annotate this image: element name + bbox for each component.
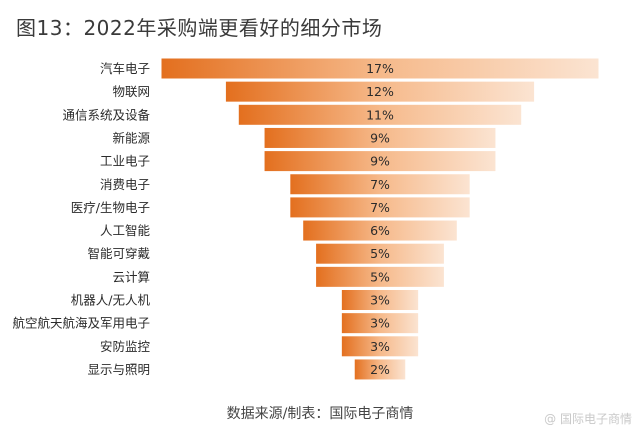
value-label: 3% [370, 293, 390, 308]
funnel-bar [302, 219, 458, 242]
category-label: 云计算 [112, 269, 150, 284]
funnel-bar [224, 80, 536, 103]
category-label: 消费电子 [100, 177, 150, 192]
value-label: 17% [366, 61, 394, 76]
funnel-bar [289, 196, 471, 219]
source-note: 数据来源/制表：国际电子商情 [226, 406, 414, 422]
funnel-bar [315, 242, 445, 265]
value-label: 5% [370, 246, 390, 261]
category-label: 显示与照明 [87, 362, 150, 377]
value-label: 11% [366, 107, 394, 122]
value-label: 6% [370, 223, 390, 238]
page-title: 图13：2022年采购端更看好的细分市场 [16, 16, 383, 40]
category-label: 新能源 [112, 130, 150, 145]
value-label: 9% [370, 130, 390, 145]
funnel-bar [340, 335, 420, 358]
category-label: 航空航天航海及军用电子 [12, 316, 150, 331]
funnel-bar [237, 103, 523, 126]
value-label: 3% [370, 316, 390, 331]
value-label: 7% [370, 200, 390, 215]
funnel-bar [340, 289, 420, 311]
watermark: @ 国际电子商情 [544, 412, 632, 426]
funnel-bar [263, 150, 497, 173]
funnel-bar [340, 312, 420, 335]
funnel-bar [160, 57, 600, 80]
category-label: 安防监控 [100, 339, 151, 354]
category-label: 智能可穿戴 [87, 246, 150, 261]
value-labels: 17% 12% 11% 9% 9% 7% 7% 6% 5% 5% 3% 3% 3% 2% [366, 61, 394, 377]
value-label: 3% [370, 339, 390, 354]
value-label: 2% [370, 362, 390, 377]
value-label: 7% [370, 177, 390, 192]
bar-group [160, 57, 600, 381]
category-label: 物联网 [112, 84, 150, 99]
category-label: 工业电子 [100, 154, 150, 169]
category-labels: 汽车电子物联网通信系统及设备新能源工业电子消费电子医疗/生物电子人工智能智能可穿… [12, 61, 150, 377]
category-label: 机器人/无人机 [71, 293, 151, 308]
category-label: 人工智能 [100, 223, 151, 238]
category-label: 医疗/生物电子 [71, 200, 150, 215]
value-label: 9% [370, 154, 390, 169]
value-label: 5% [370, 269, 390, 284]
funnel-bar [263, 126, 497, 149]
category-label: 汽车电子 [100, 61, 150, 76]
category-label: 通信系统及设备 [62, 107, 150, 122]
value-label: 12% [366, 84, 394, 99]
funnel-bar [289, 173, 471, 196]
funnel-bar [315, 265, 445, 288]
funnel-bar [353, 358, 407, 381]
